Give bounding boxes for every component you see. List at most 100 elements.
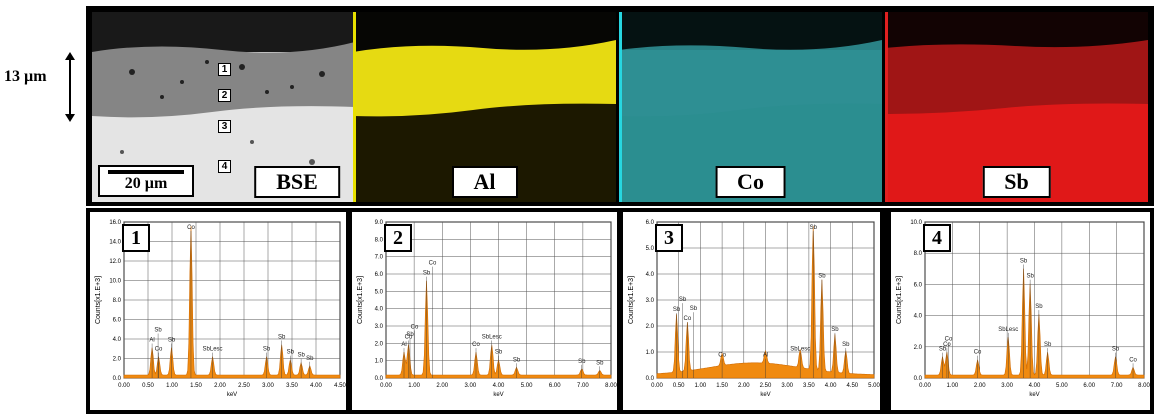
x-tick-label: 0.00 [651,383,663,389]
x-tick-label: 4.50 [334,383,346,389]
y-tick-label: 10.0 [910,220,922,226]
peak-label: Sb [1020,258,1028,264]
y-tick-label: 0.0 [113,376,122,382]
x-tick-label: 5.00 [868,383,880,389]
y-tick-label: 16.0 [109,220,121,226]
y-tick-label: 14.0 [109,240,121,246]
x-tick-label: 8.00 [1138,383,1150,389]
spectrum-chart-4: 0.0 2.0 4.0 6.0 8.0 10.0 0.00 1.00 2.00 3.00 4.00 5… [896,220,1150,398]
x-tick-label: 6.00 [549,383,561,389]
peak-label: Sb [306,356,314,362]
x-tick-label: 3.50 [286,383,298,389]
x-tick-label: 5.00 [521,383,533,389]
y-tick-label: 3.0 [375,324,384,330]
peak-label: SbLesc [203,347,223,353]
map-label-sb: Sb [982,166,1051,198]
peak-label: Co [945,337,953,343]
thickness-annotation: 13 µm [2,52,84,122]
peak-label: Co [1129,357,1137,363]
x-tick-label: 2.50 [238,383,250,389]
peak-label: Co [718,353,726,359]
y-tick-label: 0.0 [646,376,655,382]
sb-map: Sb [885,12,1148,202]
y-tick-label: 8.0 [375,237,384,243]
y-axis-label: Counts[x1.E+3] [357,276,364,324]
x-tick-label: 6.00 [1083,383,1095,389]
peak-label: Co [411,324,419,330]
spectrum-chart-1: 0.0 2.0 4.0 6.0 8.0 10.0 12.0 14.0 16.0 0.00 0.50 1… [95,220,346,398]
peak-label: Co [472,342,480,348]
x-tick-label: 1.50 [190,383,202,389]
peak-label: Co [943,342,951,348]
bse-map: 1 2 3 4 20 µm BSE [92,12,355,202]
x-tick-label: 2.00 [974,383,986,389]
x-tick-label: 2.00 [436,383,448,389]
point-marker-2: 2 [218,89,231,102]
spectrum-3: 0.0 1.0 2.0 3.0 4.0 5.0 6.0 0.00 0.50 1.00 1.50 2.0… [623,212,880,410]
y-tick-label: 3.0 [646,298,655,304]
x-tick-label: 3.50 [803,383,815,389]
x-tick-label: 0.50 [673,383,685,389]
y-tick-label: 4.0 [375,307,384,313]
peak-label: Sb [406,332,414,338]
spectrum-2: 0.0 1.0 2.0 3.0 4.0 5.0 6.0 7.0 8.0 9.0 0.00 1.00 2.… [352,212,617,410]
spectrum-4: 0.0 2.0 4.0 6.0 8.0 10.0 0.00 1.00 2.00 3.00 4.00 5… [891,212,1150,410]
x-tick-label: 2.50 [760,383,772,389]
x-tick-label: 0.00 [380,383,392,389]
x-tick-label: 4.50 [846,383,858,389]
peak-label: Sb [423,271,431,277]
y-tick-label: 0.0 [914,376,923,382]
peak-label: SbLesc [482,334,502,340]
y-tick-label: 6.0 [914,282,923,288]
y-axis-label: Counts[x1.E+3] [628,276,635,324]
x-tick-label: 4.00 [825,383,837,389]
y-tick-label: 4.0 [914,314,923,320]
x-axis-label: keV [493,392,503,398]
y-tick-label: 4.0 [113,337,122,343]
peak-label: Sb [1112,347,1120,353]
scale-bar-line [108,170,184,174]
peak-label: Co [429,261,437,267]
y-tick-label: 6.0 [113,318,122,324]
peak-label: Sb [690,306,698,312]
peak-label: Sb [831,327,839,333]
x-tick-label: 3.00 [781,383,793,389]
al-map: Al [353,12,616,202]
peak-label: Sb [263,347,271,353]
spectrum-number-4: 4 [923,224,951,252]
y-axis-label: Counts[x1.E+3] [95,276,102,324]
x-tick-label: 0.00 [919,383,931,389]
peak-label: Sb [495,350,503,356]
point-marker-4: 4 [218,160,231,173]
element-maps-panel: 1 2 3 4 20 µm BSE Al Co [86,6,1154,206]
spectrum-chart-2: 0.0 1.0 2.0 3.0 4.0 5.0 6.0 7.0 8.0 9.0 0.00 1.00 2.… [357,220,617,398]
y-tick-label: 2.0 [646,324,655,330]
map-label-co: Co [715,166,786,198]
y-tick-label: 9.0 [375,220,384,226]
y-tick-label: 6.0 [646,220,655,226]
peak-label: Sb [168,338,176,344]
x-tick-label: 3.00 [1001,383,1013,389]
peak-label: Sb [278,334,286,340]
peak-label: Sb [842,342,850,348]
x-axis-label: keV [760,392,770,398]
peak-label: Sb [297,353,305,359]
y-tick-label: 7.0 [375,255,384,261]
y-tick-label: 0.0 [375,376,384,382]
x-axis-label: keV [227,392,237,398]
peak-label: Sb [818,274,826,280]
spectrum-chart-3: 0.0 1.0 2.0 3.0 4.0 5.0 6.0 0.00 0.50 1.00 1.50 2.0… [628,220,880,398]
point-marker-3: 3 [218,120,231,133]
peak-label: Co [405,334,413,340]
peak-label: Sb [939,347,947,353]
peak-label: Sb [679,297,687,303]
x-tick-label: 1.00 [408,383,420,389]
x-tick-label: 2.00 [738,383,750,389]
x-tick-label: 1.00 [166,383,178,389]
x-tick-label: 1.00 [947,383,959,389]
peak-label: Sb [578,359,586,365]
map-label-bse: BSE [254,166,340,198]
peak-label: Co [684,316,692,322]
x-tick-label: 4.00 [310,383,322,389]
spectrum-1: 0.0 2.0 4.0 6.0 8.0 10.0 12.0 14.0 16.0 0.00 0.50 1… [90,212,346,410]
